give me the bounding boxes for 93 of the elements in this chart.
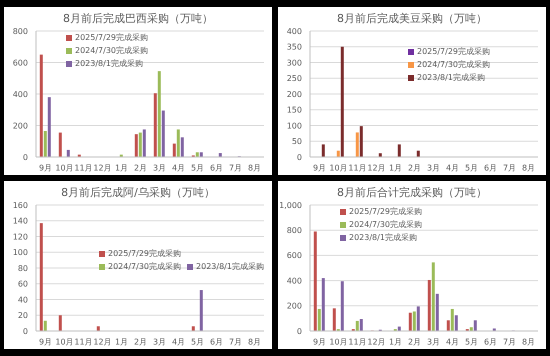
x-tick-label: 8月 (248, 338, 262, 347)
x-tick-label: 4月 (446, 338, 460, 347)
x-tick-label: 11月 (74, 164, 93, 173)
y-tick-label: 40 (18, 295, 28, 304)
legend-label: 2024/7/30完成采购 (348, 219, 424, 231)
x-tick-label: 11月 (348, 338, 367, 347)
x-tick-label: 10月 (55, 338, 74, 347)
x-tick-label: 11月 (74, 338, 93, 347)
x-tick-label: 10月 (329, 164, 348, 173)
y-tick-label: 120 (12, 232, 28, 242)
legend-label: 2024/7/30完成采购 (74, 45, 150, 57)
y-tick-label: 300 (286, 58, 302, 68)
x-tick-label: 10月 (55, 164, 74, 173)
y-tick-label: 50 (292, 137, 302, 146)
x-tick-label: 12月 (93, 164, 112, 173)
y-tick-label: 200 (286, 90, 302, 99)
x-tick-label: 4月 (446, 164, 460, 173)
legend-label: 2023/8/1完成采购 (195, 261, 264, 273)
chart-title: 8月前后完成阿/乌采购（万吨） (60, 185, 216, 199)
x-tick-label: 5月 (190, 338, 204, 347)
x-tick-label: 9月 (38, 164, 52, 173)
x-tick-label: 2月 (134, 164, 148, 173)
y-tick-label: 0 (296, 326, 302, 336)
legend-label: 2025/7/29完成采购 (107, 248, 182, 260)
x-tick-label: 6月 (484, 164, 498, 173)
legend-label: 2023/8/1完成采购 (74, 58, 144, 70)
x-tick-label: 7月 (502, 338, 516, 347)
y-tick-label: 600 (12, 58, 28, 68)
y-tick-label: 200 (12, 121, 28, 130)
x-tick-label: 1月 (114, 164, 128, 173)
x-tick-label: 6月 (210, 164, 224, 173)
legend-label: 2025/7/29完成采购 (416, 46, 492, 58)
y-tick-label: 0 (296, 152, 302, 162)
y-tick-label: 800 (286, 226, 302, 236)
x-tick-label: 4月 (172, 164, 186, 173)
legend-label: 2025/7/29完成采购 (74, 32, 150, 44)
x-tick-label: 9月 (38, 338, 52, 347)
x-tick-label: 1月 (388, 164, 402, 173)
x-tick-label: 6月 (484, 338, 498, 347)
y-tick-label: 100 (286, 121, 302, 130)
y-tick-label: 80 (18, 264, 28, 273)
y-tick-label: 20 (18, 311, 28, 320)
x-tick-label: 5月 (190, 164, 204, 173)
x-tick-label: 3月 (152, 164, 166, 173)
y-tick-label: 0 (22, 152, 28, 162)
x-tick-label: 12月 (93, 338, 112, 347)
x-tick-label: 6月 (210, 338, 224, 347)
x-tick-label: 2月 (408, 164, 422, 173)
chart-title: 8月前后合计完成采购（万吨） (336, 185, 488, 199)
x-tick-label: 2月 (408, 338, 422, 347)
y-tick-label: 140 (12, 216, 28, 226)
x-tick-label: 8月 (248, 164, 262, 173)
x-tick-label: 3月 (426, 338, 440, 347)
y-tick-label: 350 (286, 42, 302, 52)
legend-label: 2025/7/29完成采购 (348, 206, 424, 218)
y-tick-label: 400 (286, 26, 302, 36)
y-tick-label: 1,000 (279, 200, 302, 210)
chart-title: 8月前后完成美豆采购（万吨） (336, 11, 488, 25)
y-tick-label: 400 (286, 276, 302, 286)
x-tick-label: 7月 (228, 338, 242, 347)
y-tick-label: 250 (286, 74, 302, 84)
x-tick-label: 4月 (172, 338, 186, 347)
legend-label: 2023/8/1完成采购 (416, 72, 486, 84)
y-tick-label: 200 (286, 302, 302, 311)
x-tick-label: 3月 (152, 338, 166, 347)
x-tick-label: 2月 (134, 338, 148, 347)
legend-label: 2024/7/30完成采购 (416, 59, 492, 71)
x-tick-label: 1月 (114, 338, 128, 347)
x-tick-label: 10月 (329, 338, 348, 347)
x-tick-label: 9月 (312, 164, 326, 173)
y-tick-label: 100 (12, 248, 28, 258)
x-tick-label: 8月 (522, 338, 536, 347)
x-tick-label: 3月 (426, 164, 440, 173)
x-tick-label: 1月 (388, 338, 402, 347)
x-tick-label: 7月 (228, 164, 242, 173)
y-tick-label: 600 (286, 251, 302, 260)
y-tick-label: 0 (22, 326, 28, 336)
x-tick-label: 11月 (348, 164, 367, 173)
x-tick-label: 7月 (502, 164, 516, 173)
x-tick-label: 9月 (312, 338, 326, 347)
x-tick-label: 12月 (367, 338, 386, 347)
chart-title: 8月前后完成巴西采购（万吨） (62, 11, 214, 25)
legend-label: 2023/8/1完成采购 (348, 232, 418, 244)
y-tick-label: 400 (12, 90, 28, 99)
x-tick-label: 8月 (522, 164, 536, 173)
x-tick-label: 5月 (464, 338, 478, 347)
y-tick-label: 800 (12, 26, 28, 36)
y-tick-label: 150 (286, 106, 302, 115)
legend-label: 2024/7/30完成采购 (107, 261, 182, 273)
x-tick-label: 5月 (464, 164, 478, 173)
y-tick-label: 160 (12, 200, 28, 210)
x-tick-label: 12月 (367, 164, 386, 173)
y-tick-label: 60 (18, 280, 28, 289)
